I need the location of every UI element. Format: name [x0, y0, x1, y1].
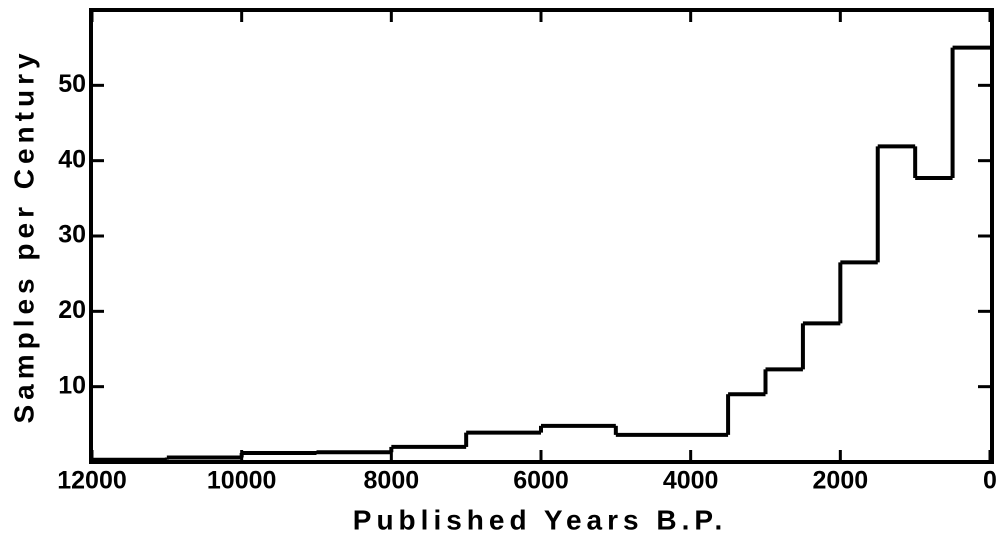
x-tick-label: 4000 [663, 467, 719, 495]
y-tick-label: 50 [58, 70, 86, 98]
y-tick-label: 10 [58, 371, 86, 399]
x-axis-label: Published Years B.P. [353, 504, 727, 535]
x-tick-label: 12000 [57, 467, 127, 495]
y-tick-label: 30 [58, 221, 86, 249]
y-tick-label: 40 [58, 145, 86, 173]
x-tick-label: 6000 [513, 467, 569, 495]
plot-frame [89, 8, 994, 464]
y-tick-label: 20 [58, 296, 86, 324]
x-tick-label: 2000 [813, 467, 869, 495]
x-tick-label: 10000 [207, 467, 277, 495]
y-axis-label: Samples per Century [8, 48, 39, 423]
x-tick-label: 8000 [364, 467, 420, 495]
x-tick-label: 0 [983, 467, 997, 495]
